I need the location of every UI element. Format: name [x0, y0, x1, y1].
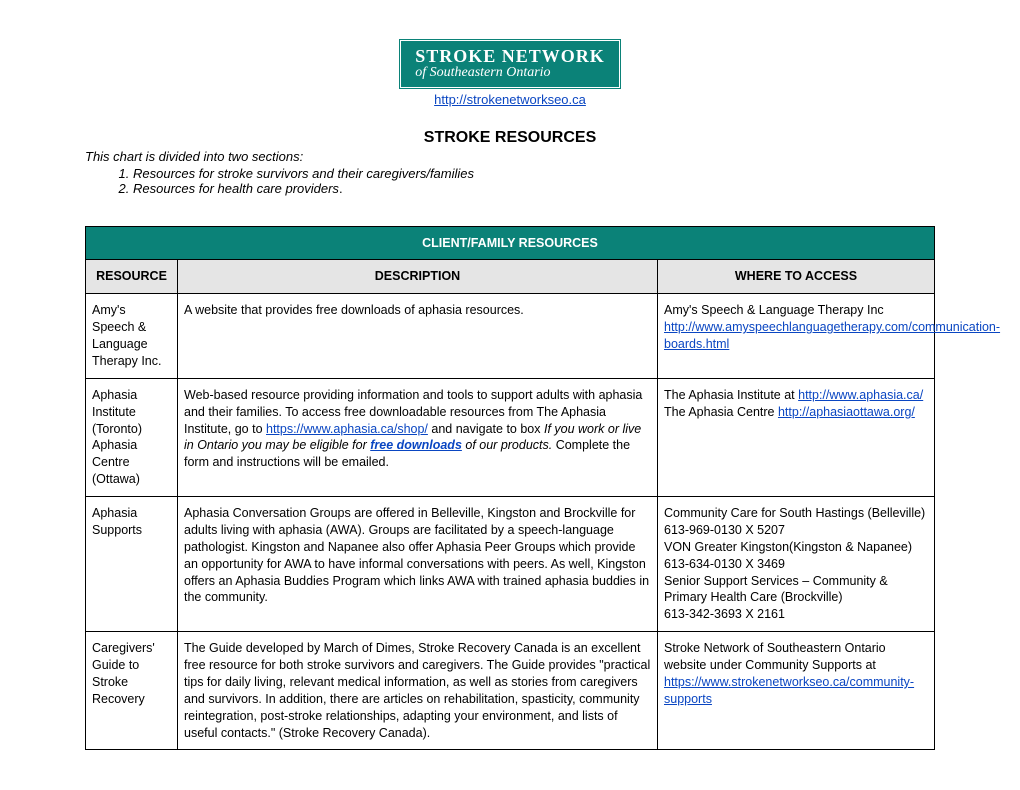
access-cell: Community Care for South Hastings (Belle… — [658, 497, 935, 632]
resource-cell: Aphasia Institute (Toronto) Aphasia Cent… — [86, 378, 178, 496]
document-page: STROKE NETWORK of Southeastern Ontario h… — [0, 0, 1020, 790]
access-link[interactable]: http://www.aphasia.ca/ — [798, 388, 923, 402]
column-header-row: RESOURCE DESCRIPTION WHERE TO ACCESS — [86, 260, 935, 294]
col-resource-header: RESOURCE — [86, 260, 178, 294]
site-link-wrap: http://strokenetworkseo.ca — [85, 92, 935, 107]
description-cell: The Guide developed by March of Dimes, S… — [178, 632, 658, 750]
resource-cell: Amy's Speech & Language Therapy Inc. — [86, 294, 178, 379]
access-cell: The Aphasia Institute at http://www.apha… — [658, 378, 935, 496]
intro-line: This chart is divided into two sections: — [85, 149, 935, 164]
access-cell: Stroke Network of Southeastern Ontario w… — [658, 632, 935, 750]
section-header-row: CLIENT/FAMILY RESOURCES — [86, 226, 935, 260]
table-row: Caregivers' Guide to Stroke Recovery The… — [86, 632, 935, 750]
table-row: Amy's Speech & Language Therapy Inc. A w… — [86, 294, 935, 379]
access-cell: Amy's Speech & Language Therapy Inc http… — [658, 294, 935, 379]
access-link[interactable]: http://aphasiaottawa.org/ — [778, 405, 915, 419]
logo-line1: STROKE NETWORK — [415, 47, 605, 66]
description-cell: Web-based resource providing information… — [178, 378, 658, 496]
logo-line2: of Southeastern Ontario — [415, 66, 605, 81]
page-title: STROKE RESOURCES — [85, 129, 935, 147]
access-link[interactable]: https://www.strokenetworkseo.ca/communit… — [664, 675, 914, 706]
col-access-header: WHERE TO ACCESS — [658, 260, 935, 294]
intro-item-2: Resources for health care providers. — [133, 181, 935, 196]
resource-cell: Aphasia Supports — [86, 497, 178, 632]
org-logo: STROKE NETWORK of Southeastern Ontario — [400, 40, 620, 88]
table-row: Aphasia Supports Aphasia Conversation Gr… — [86, 497, 935, 632]
desc-link[interactable]: free downloads — [370, 438, 462, 452]
description-cell: Aphasia Conversation Groups are offered … — [178, 497, 658, 632]
resources-table: CLIENT/FAMILY RESOURCES RESOURCE DESCRIP… — [85, 226, 935, 751]
access-link[interactable]: http://www.amyspeechlanguagetherapy.com/… — [664, 320, 1000, 351]
section-header: CLIENT/FAMILY RESOURCES — [86, 226, 935, 260]
description-cell: A website that provides free downloads o… — [178, 294, 658, 379]
col-description-header: DESCRIPTION — [178, 260, 658, 294]
intro-list: Resources for stroke survivors and their… — [85, 166, 935, 196]
site-link[interactable]: http://strokenetworkseo.ca — [434, 92, 586, 107]
resource-cell: Caregivers' Guide to Stroke Recovery — [86, 632, 178, 750]
logo-block: STROKE NETWORK of Southeastern Ontario — [85, 40, 935, 88]
desc-link[interactable]: https://www.aphasia.ca/shop/ — [266, 422, 428, 436]
intro-item-1: Resources for stroke survivors and their… — [133, 166, 935, 181]
table-row: Aphasia Institute (Toronto) Aphasia Cent… — [86, 378, 935, 496]
